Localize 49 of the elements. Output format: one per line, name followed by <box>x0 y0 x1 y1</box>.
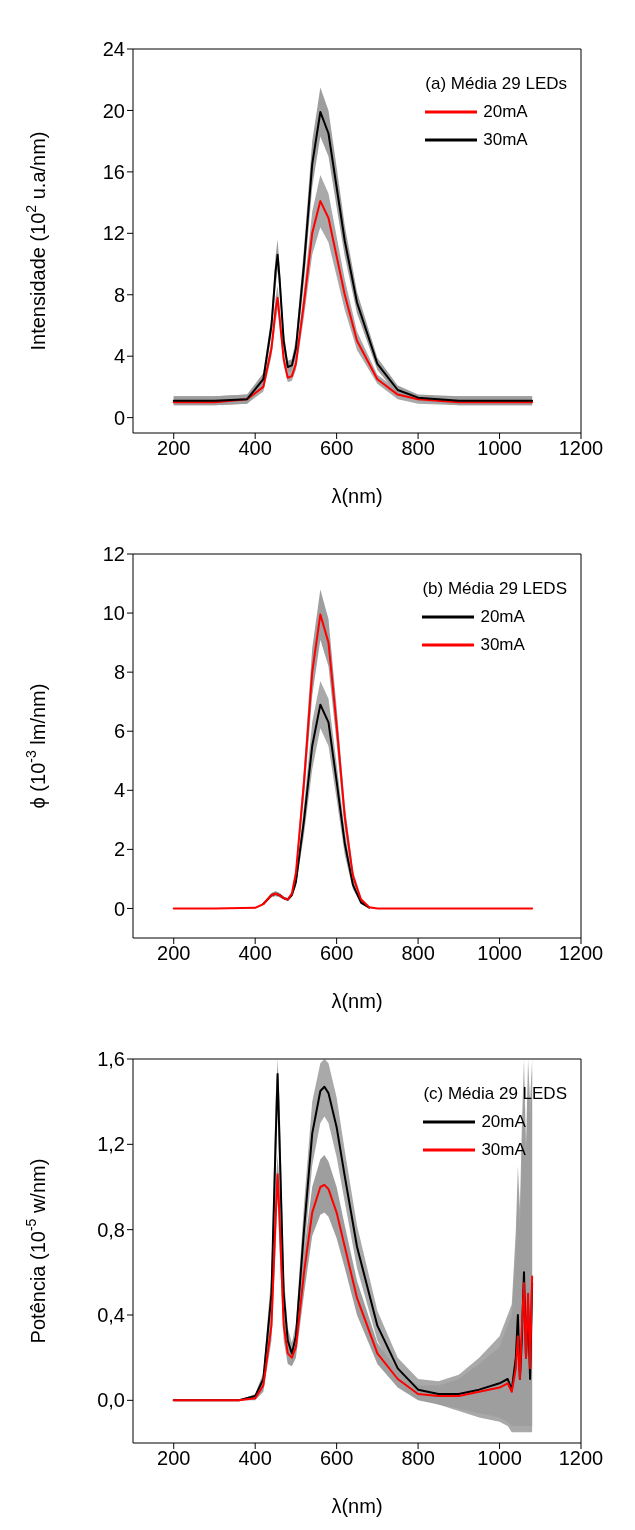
y-tick-label: 1,6 <box>97 1048 125 1071</box>
x-tick-label: 1200 <box>558 942 604 965</box>
x-tick-label: 400 <box>238 1447 272 1470</box>
x-axis-title: λ(nm) <box>331 990 383 1012</box>
x-tick-label: 600 <box>319 942 354 965</box>
y-tick-label: 0 <box>113 406 125 429</box>
y-tick-label: 0 <box>113 897 125 920</box>
y-tick-label: 1,2 <box>97 1133 125 1156</box>
x-tick-label: 200 <box>157 942 191 965</box>
y-tick-label: 20 <box>102 99 125 122</box>
legend-title: (a) Média 29 LEDs <box>425 73 567 95</box>
y-tick-label: 2 <box>113 838 125 861</box>
y-tick-label: 10 <box>102 602 125 625</box>
y-tick-label: 0,0 <box>97 1389 125 1412</box>
x-tick-label: 1000 <box>477 942 522 965</box>
x-tick-label: 400 <box>238 942 272 965</box>
legend-label: 30mA <box>480 634 525 656</box>
legend-label: 30mA <box>483 129 528 151</box>
y-tick-label: 8 <box>113 283 125 306</box>
x-tick-label: 600 <box>319 437 354 460</box>
legend-label: 20mA <box>483 101 528 123</box>
legend-label: 20mA <box>481 1111 526 1133</box>
legend-title: (c) Média 29 LEDS <box>423 1083 567 1105</box>
x-tick-label: 800 <box>401 942 435 965</box>
legend-title: (b) Média 29 LEDS <box>422 578 567 600</box>
y-tick-label: 6 <box>113 720 125 743</box>
x-axis-title: λ(nm) <box>331 485 383 507</box>
y-tick-label: 8 <box>113 661 125 684</box>
y-tick-label: 4 <box>113 345 125 368</box>
y-tick-label: 24 <box>102 38 125 61</box>
legend-label: 20mA <box>480 606 525 628</box>
x-tick-label: 200 <box>157 437 191 460</box>
x-tick-label: 1200 <box>558 1447 604 1470</box>
x-tick-label: 1200 <box>558 437 604 460</box>
y-tick-label: 12 <box>102 222 125 245</box>
y-tick-label: 4 <box>113 779 125 802</box>
x-tick-label: 800 <box>401 437 435 460</box>
x-tick-label: 600 <box>319 1447 354 1470</box>
x-tick-label: 800 <box>401 1447 435 1470</box>
x-tick-label: 1000 <box>477 437 522 460</box>
y-tick-label: 16 <box>102 160 125 183</box>
x-tick-label: 400 <box>238 437 272 460</box>
y-tick-label: 0,8 <box>97 1218 125 1241</box>
y-tick-label: 12 <box>102 543 125 566</box>
legend-label: 30mA <box>481 1139 526 1161</box>
x-axis-title: λ(nm) <box>331 1495 383 1517</box>
y-tick-label: 0,4 <box>97 1304 125 1327</box>
x-tick-label: 1000 <box>477 1447 522 1470</box>
x-tick-label: 200 <box>157 1447 191 1470</box>
